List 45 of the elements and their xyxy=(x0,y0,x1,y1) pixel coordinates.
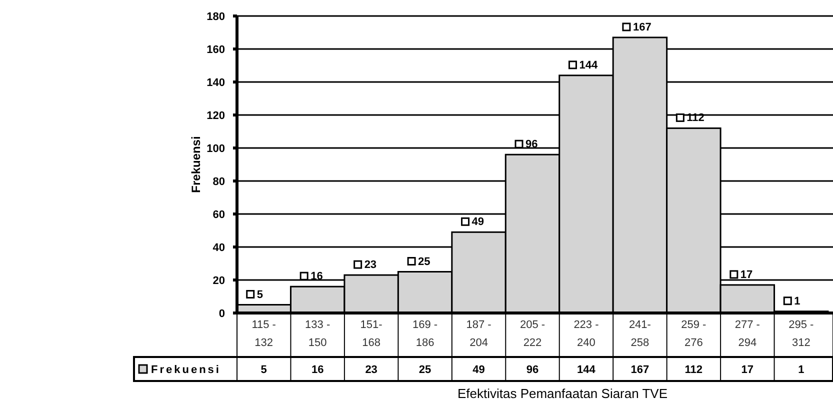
annotation: 96 xyxy=(526,138,538,151)
annotation: 5 xyxy=(256,288,263,301)
x-tick-label: 151- 168 xyxy=(360,319,383,349)
x-tick-label: 241- 258 xyxy=(628,319,652,349)
y-tick-label: 180 xyxy=(206,10,225,23)
x-tick-label: 259 - 276 xyxy=(681,319,707,349)
y-tick-label: 80 xyxy=(212,176,225,188)
y-tick-label: 0 xyxy=(218,308,225,320)
annotation: 167 xyxy=(632,21,652,34)
data-label: 112 xyxy=(684,364,703,376)
data-label: 17 xyxy=(741,364,754,376)
x-axis-title: Efektivitas Pemanfaatan Siaran TVE xyxy=(457,386,668,401)
y-tick-label: 140 xyxy=(206,76,225,89)
y-tick-label: 20 xyxy=(212,274,225,287)
y-tick-label: 120 xyxy=(206,110,225,122)
x-tick-label: 277 - 294 xyxy=(734,319,760,349)
annotation: 1 xyxy=(794,295,800,308)
y-tick-label: 160 xyxy=(206,44,225,56)
annotation: 23 xyxy=(364,259,377,272)
data-label: 167 xyxy=(630,364,650,376)
x-tick-label: 205 - 222 xyxy=(520,319,546,349)
y-axis-title: Frekuensi xyxy=(189,136,203,193)
data-label: 16 xyxy=(311,364,324,376)
data-label: 1 xyxy=(798,364,804,376)
data-label: 5 xyxy=(260,364,267,376)
data-label: 144 xyxy=(577,364,596,376)
data-label: 49 xyxy=(472,364,485,376)
annotation: 49 xyxy=(472,216,484,228)
y-tick-label: 100 xyxy=(206,142,225,155)
data-label: 96 xyxy=(526,364,539,376)
legend-label: Frekuensi xyxy=(151,364,221,376)
x-tick-label: 187 - 204 xyxy=(466,319,492,349)
x-tick-label: 133 - 150 xyxy=(305,319,330,349)
annotation: 16 xyxy=(310,270,323,283)
annotation: 17 xyxy=(740,268,753,281)
x-tick-label: 223 - 240 xyxy=(574,319,600,349)
annotation: 144 xyxy=(579,59,598,72)
annotation: 25 xyxy=(418,256,430,268)
data-label: 23 xyxy=(365,364,378,376)
y-tick-label: 40 xyxy=(212,242,225,254)
y-tick-label: 60 xyxy=(212,208,225,221)
data-label: 25 xyxy=(418,364,432,376)
x-tick-label: 115 - 132 xyxy=(252,319,276,349)
x-tick-label: 295 - 312 xyxy=(788,319,814,349)
x-tick-label: 169 - 186 xyxy=(412,319,438,349)
